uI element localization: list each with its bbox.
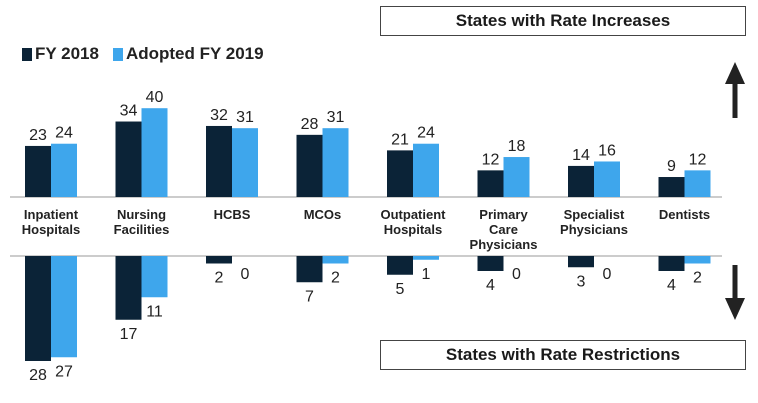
data-label-restriction: 0 <box>241 266 250 283</box>
data-label-increase: 12 <box>689 151 707 168</box>
data-label-restriction: 5 <box>396 281 405 298</box>
data-label-restriction: 2 <box>693 270 702 287</box>
rate-increases-title: States with Rate Increases <box>455 11 671 30</box>
category-label: Specialist <box>564 207 625 222</box>
rate-restrictions-title: States with Rate Restrictions <box>445 345 681 364</box>
data-label-increase: 21 <box>391 131 409 148</box>
data-label-restriction: 4 <box>667 277 676 294</box>
data-label-increase: 18 <box>508 138 526 155</box>
data-label-increase: 14 <box>572 147 590 164</box>
bar-increase-fy2019 <box>413 143 439 197</box>
legend-swatch-fy2018 <box>22 47 32 61</box>
down-arrow-icon <box>725 298 745 320</box>
bar-restriction-fy2019 <box>141 256 168 298</box>
rate-increases-title-box: States with Rate Increases <box>380 6 746 36</box>
up-arrow-icon <box>725 62 745 84</box>
bar-increase-fy2019 <box>51 143 77 197</box>
data-label-restriction: 0 <box>512 266 521 283</box>
bar-restriction-fy2018 <box>206 256 232 264</box>
category-label: HCBS <box>214 207 251 222</box>
bar-increase-fy2019 <box>322 128 349 197</box>
legend: FY 2018 Adopted FY 2019 <box>22 44 278 64</box>
legend-item-fy2019: Adopted FY 2019 <box>112 44 264 64</box>
data-label-increase: 31 <box>236 109 254 126</box>
data-label-increase: 9 <box>667 158 676 175</box>
data-label-increase: 31 <box>327 109 345 126</box>
bar-restriction-fy2018 <box>387 256 413 275</box>
category-label: Physicians <box>560 222 628 237</box>
bar-increase-fy2019 <box>232 128 258 197</box>
data-label-increase: 40 <box>146 89 164 106</box>
data-label-increase: 24 <box>55 125 73 142</box>
data-label-restriction: 17 <box>120 326 138 343</box>
bar-increase-fy2019 <box>594 161 620 197</box>
bar-increase-fy2018 <box>658 177 685 197</box>
data-label-restriction: 3 <box>577 273 586 290</box>
category-label: Primary <box>479 207 528 222</box>
category-label: Inpatient <box>24 207 79 222</box>
data-label-restriction: 1 <box>422 266 431 283</box>
bar-increase-fy2018 <box>296 134 323 197</box>
data-label-restriction: 28 <box>29 367 47 384</box>
bar-increase-fy2018 <box>477 170 504 197</box>
bar-restriction-fy2018 <box>568 256 594 268</box>
data-label-restriction: 2 <box>215 270 224 287</box>
bar-restriction-fy2019 <box>51 256 77 358</box>
bar-increase-fy2019 <box>684 170 711 197</box>
bar-restriction-fy2018 <box>296 256 323 283</box>
data-label-increase: 24 <box>417 125 435 142</box>
rate-restrictions-title-box: States with Rate Restrictions <box>380 340 746 370</box>
category-label: Nursing <box>117 207 166 222</box>
data-label-increase: 34 <box>120 103 138 120</box>
category-label: Hospitals <box>384 222 443 237</box>
legend-swatch-fy2019 <box>112 47 123 61</box>
bar-restriction-fy2018 <box>25 256 51 361</box>
bar-increase-fy2018 <box>206 125 232 197</box>
bar-increase-fy2019 <box>141 108 168 197</box>
category-label: Outpatient <box>381 207 447 222</box>
data-label-increase: 23 <box>29 127 47 144</box>
category-label: Facilities <box>114 222 170 237</box>
bar-restriction-fy2019 <box>322 256 349 264</box>
bar-increase-fy2018 <box>25 145 51 197</box>
bar-restriction-fy2019 <box>413 256 439 260</box>
category-label: Physicians <box>470 237 538 252</box>
data-label-increase: 12 <box>482 151 500 168</box>
data-label-restriction: 0 <box>603 266 612 283</box>
bar-restriction-fy2018 <box>658 256 685 271</box>
bar-restriction-fy2019 <box>684 256 711 264</box>
bar-restriction-fy2018 <box>115 256 142 320</box>
data-label-restriction: 2 <box>331 270 340 287</box>
bar-increase-fy2018 <box>387 150 413 197</box>
category-label: Hospitals <box>22 222 81 237</box>
legend-label-fy2019: Adopted FY 2019 <box>125 44 264 63</box>
data-label-increase: 28 <box>301 116 319 133</box>
bar-restriction-fy2018 <box>477 256 504 271</box>
legend-item-fy2018: FY 2018 <box>22 44 99 64</box>
category-label: MCOs <box>304 207 342 222</box>
bar-increase-fy2018 <box>115 121 142 197</box>
data-label-increase: 32 <box>210 107 228 124</box>
data-label-restriction: 7 <box>305 288 314 305</box>
data-label-increase: 16 <box>598 142 616 159</box>
category-label: Care <box>489 222 518 237</box>
bar-increase-fy2018 <box>568 165 594 197</box>
data-label-restriction: 27 <box>55 363 73 380</box>
data-label-restriction: 4 <box>486 277 495 294</box>
data-label-restriction: 11 <box>146 303 163 320</box>
bar-increase-fy2019 <box>503 157 530 197</box>
category-label: Dentists <box>659 207 710 222</box>
legend-label-fy2018: FY 2018 <box>35 44 99 63</box>
